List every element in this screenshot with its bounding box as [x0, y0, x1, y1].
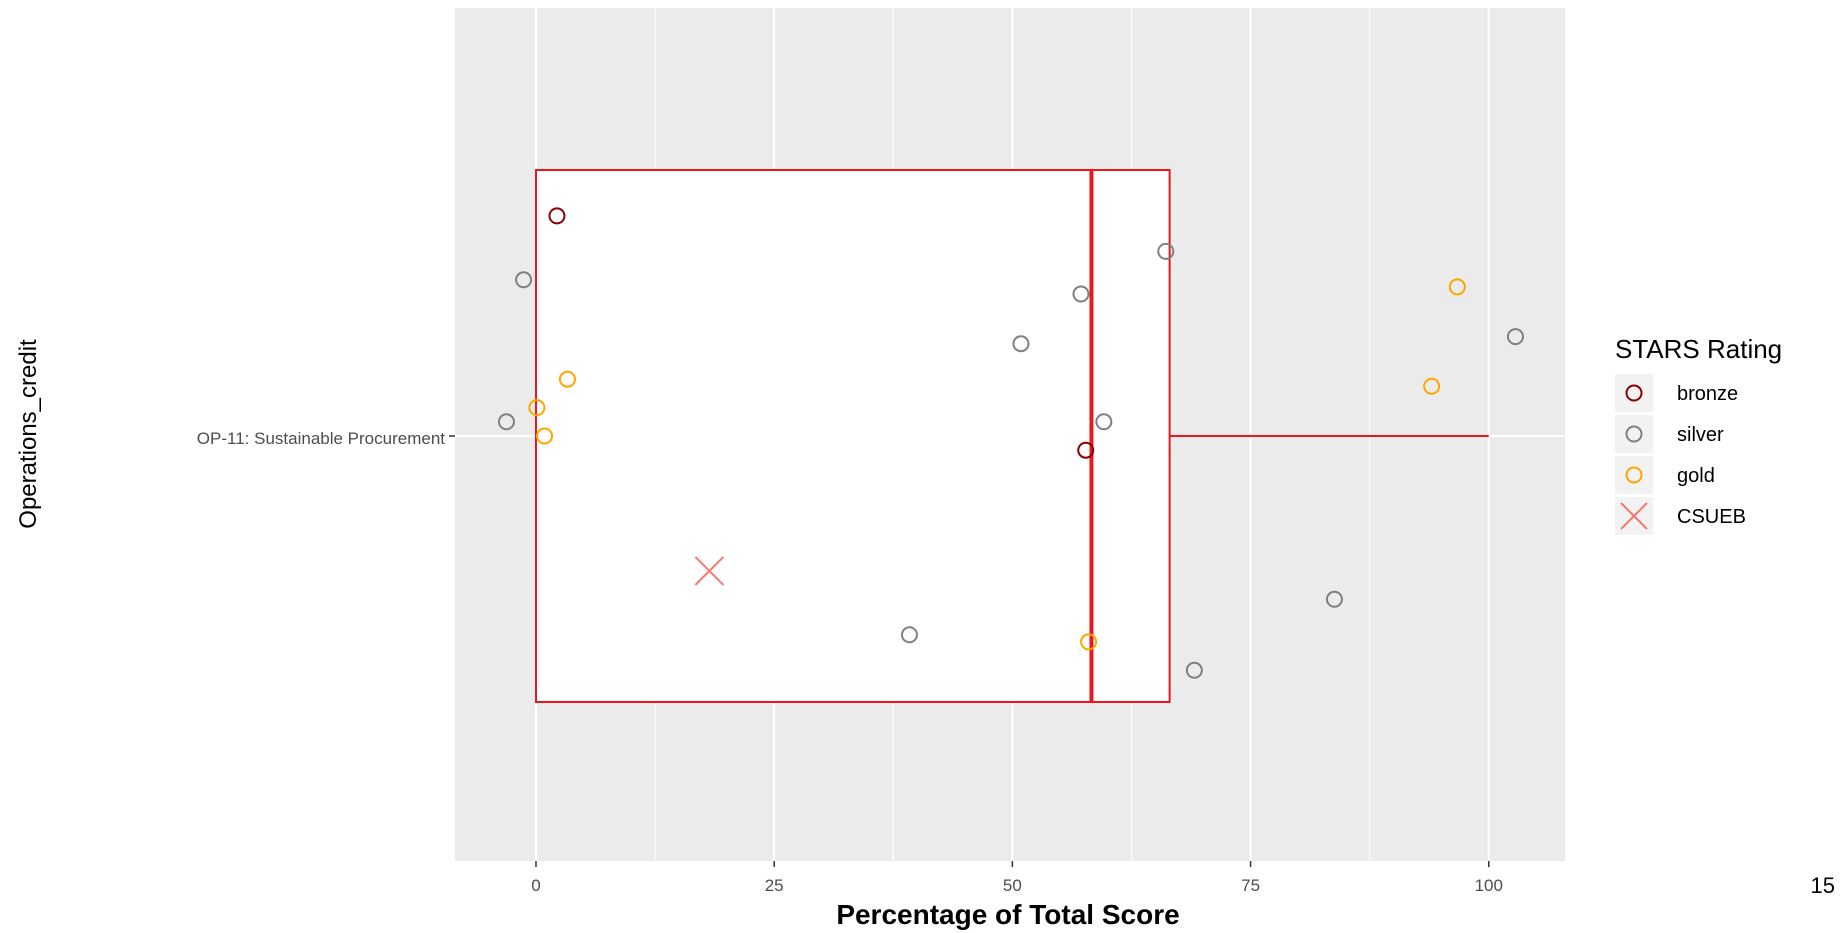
legend-key-cross	[1620, 502, 1648, 530]
x-tick-label: 50	[1003, 876, 1022, 895]
point-silver	[1012, 335, 1030, 353]
legend-key-circle	[1625, 425, 1643, 443]
legend-key-bg	[1615, 456, 1653, 494]
legend-item-gold: gold	[1615, 456, 1715, 494]
point-gold	[1423, 377, 1441, 395]
legend-key-circle	[1625, 384, 1643, 402]
legend-label: CSUEB	[1677, 506, 1746, 528]
page-number: 15	[1811, 873, 1835, 898]
highlight-cross	[694, 556, 725, 586]
legend: STARS Rating bronze silver gold CSUEB	[1615, 334, 1782, 535]
point-bronze	[1077, 441, 1095, 459]
y-axis-title: Operations_credit	[15, 339, 42, 529]
point-silver	[1506, 328, 1524, 346]
point-silver	[1325, 590, 1343, 608]
x-tick-label: 75	[1241, 876, 1260, 895]
point-gold	[528, 399, 546, 417]
point-silver	[515, 271, 533, 289]
x-tick-label: 0	[531, 876, 540, 895]
point-silver	[1157, 242, 1175, 260]
point-silver	[1185, 661, 1203, 679]
legend-key-bg	[1615, 374, 1653, 412]
point-gold	[536, 427, 554, 445]
legend-label: silver	[1677, 424, 1724, 446]
data-points	[497, 207, 1524, 679]
legend-key-circle	[1625, 466, 1643, 484]
highlight-cross-stroke	[694, 556, 725, 586]
point-gold	[1448, 278, 1466, 296]
legend-item-silver: silver	[1615, 415, 1724, 453]
box-iqr	[534, 169, 1171, 703]
legend-label: bronze	[1677, 383, 1738, 405]
y-tick-label: OP-11: Sustainable Procurement	[197, 429, 445, 448]
x-axis-ticks: 0 25 50 75 100	[531, 861, 1503, 895]
point-silver	[497, 413, 515, 431]
point-silver	[1095, 413, 1113, 431]
x-tick-label: 100	[1475, 876, 1503, 895]
boxplot	[534, 169, 1489, 703]
point-bronze	[548, 207, 566, 225]
legend-item-csueb: CSUEB	[1615, 497, 1746, 535]
point-silver	[900, 626, 918, 644]
point-gold	[1080, 633, 1098, 651]
x-axis-title: Percentage of Total Score	[836, 899, 1179, 930]
y-axis-ticks: OP-11: Sustainable Procurement	[197, 429, 455, 448]
legend-key-bg	[1615, 415, 1653, 453]
legend-title: STARS Rating	[1615, 334, 1782, 364]
point-silver	[1072, 285, 1090, 303]
legend-label: gold	[1677, 465, 1715, 487]
point-gold	[558, 370, 576, 388]
x-tick-label: 25	[765, 876, 784, 895]
legend-item-bronze: bronze	[1615, 374, 1738, 412]
highlight-marker	[694, 556, 725, 586]
